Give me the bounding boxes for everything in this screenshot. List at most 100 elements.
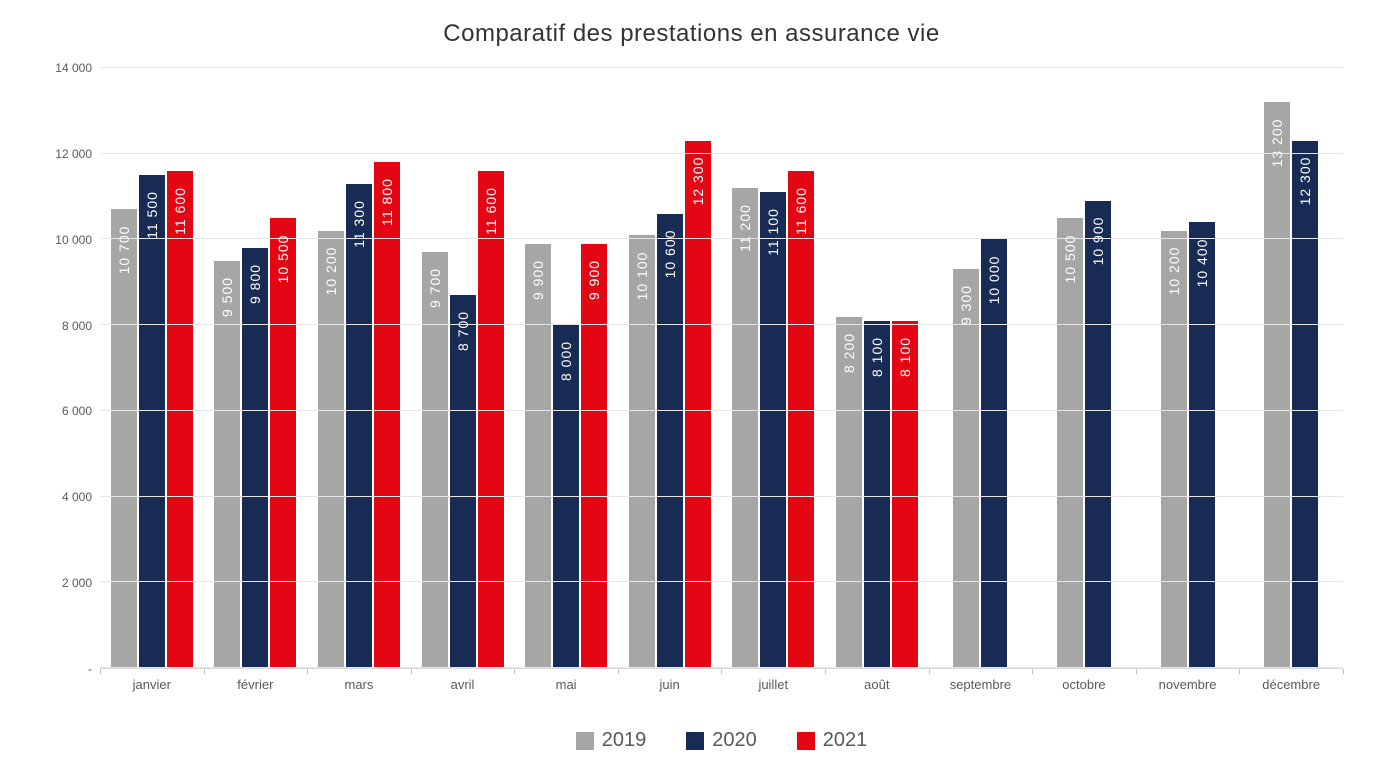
- bar: 11 200: [732, 188, 758, 668]
- bar: 8 700: [450, 295, 476, 668]
- x-axis: janvierfévriermarsavrilmaijuinjuilletaoû…: [100, 669, 1343, 699]
- x-tick-label: octobre: [1032, 677, 1136, 692]
- x-tick-label: septembre: [929, 677, 1033, 692]
- bar-value-label: 11 600: [793, 187, 809, 235]
- bar: 12 300: [1292, 141, 1318, 668]
- month-group: 9 700 8 700 11 600: [411, 68, 515, 668]
- month-group: 8 200 8 100 8 100: [825, 68, 929, 668]
- x-tick-mark: [514, 669, 515, 674]
- legend: 2019 2020 2021: [100, 729, 1343, 752]
- bar: 11 500: [139, 175, 165, 668]
- x-tick-mark: [721, 669, 722, 674]
- bar: 11 600: [478, 171, 504, 668]
- bar: 8 100: [892, 321, 918, 668]
- x-tick-mark: [204, 669, 205, 674]
- bar: 9 300: [953, 269, 979, 668]
- bar: 11 600: [788, 171, 814, 668]
- legend-item: 2020: [686, 729, 757, 752]
- x-tick-group: janvier: [100, 669, 204, 699]
- bar-value-label: 10 500: [275, 234, 291, 283]
- x-tick-group: mai: [514, 669, 618, 699]
- month-group: 11 200 11 100 11 600: [721, 68, 825, 668]
- gridline: [100, 324, 1343, 325]
- bar: 10 400: [1189, 222, 1215, 668]
- bar: 11 100: [760, 192, 786, 668]
- x-tick-mark: [411, 669, 412, 674]
- bar: 9 700: [422, 252, 448, 668]
- bar-value-label: 11 600: [172, 187, 188, 235]
- bar-value-label: 10 200: [323, 247, 339, 296]
- bar-value-label: 12 300: [690, 157, 706, 206]
- bar: 11 600: [167, 171, 193, 668]
- x-tick-label: août: [825, 677, 929, 692]
- x-tick-mark: [1343, 669, 1344, 674]
- bar-value-label: 10 100: [634, 251, 650, 300]
- legend-label: 2019: [602, 729, 647, 752]
- x-tick-mark: [825, 669, 826, 674]
- month-group: 9 9008 0009 900: [514, 68, 618, 668]
- chart-title: Comparatif des prestations en assurance …: [40, 20, 1343, 48]
- bar: 10 100: [629, 235, 655, 668]
- x-tick-mark: [307, 669, 308, 674]
- x-tick-group: août: [825, 669, 929, 699]
- bar: 10 700: [111, 209, 137, 668]
- month-group: 10 20010 400: [1136, 68, 1240, 668]
- bar-value-label: 9 300: [958, 285, 974, 325]
- month-group: 13 200 12 300: [1239, 68, 1343, 668]
- bar-value-label: 9 900: [530, 260, 546, 300]
- x-tick-label: janvier: [100, 677, 204, 692]
- legend-item: 2021: [797, 729, 868, 752]
- month-group: 9 300 10 000: [929, 68, 1033, 668]
- bar-value-label: 13 200: [1269, 118, 1285, 167]
- legend-swatch: [576, 732, 594, 750]
- bar-value-label: 11 200: [737, 204, 753, 252]
- bar: 11 300: [346, 184, 372, 668]
- bar: 13 200: [1264, 102, 1290, 668]
- bar: 10 200: [1161, 231, 1187, 668]
- bar: 8 000: [553, 325, 579, 668]
- y-tick-label: 4 000: [62, 490, 92, 504]
- bar-value-label: 10 000: [986, 256, 1002, 305]
- bar-value-label: 8 700: [455, 311, 471, 351]
- y-tick-label: 2 000: [62, 576, 92, 590]
- x-tick-group: novembre: [1136, 669, 1240, 699]
- x-tick-group: février: [204, 669, 308, 699]
- gridline: [100, 238, 1343, 239]
- bar: 10 600: [657, 214, 683, 668]
- bar: 10 500: [1057, 218, 1083, 668]
- legend-swatch: [686, 732, 704, 750]
- x-tick-mark: [1136, 669, 1137, 674]
- bar: 9 900: [525, 244, 551, 668]
- x-tick-group: décembre: [1239, 669, 1343, 699]
- x-tick-label: mars: [307, 677, 411, 692]
- y-tick-label: 6 000: [62, 404, 92, 418]
- bar-value-label: 8 000: [558, 341, 574, 381]
- x-tick-group: juillet: [721, 669, 825, 699]
- x-tick-group: octobre: [1032, 669, 1136, 699]
- bar-value-label: 11 300: [351, 200, 367, 248]
- bar-value-label: 9 500: [219, 277, 235, 317]
- legend-item: 2019: [576, 729, 647, 752]
- x-tick-group: avril: [411, 669, 515, 699]
- x-tick-label: mai: [514, 677, 618, 692]
- legend-label: 2021: [823, 729, 868, 752]
- bar-value-label: 8 200: [841, 333, 857, 373]
- x-tick-mark: [618, 669, 619, 674]
- bar: 8 200: [836, 317, 862, 668]
- gridline: [100, 581, 1343, 582]
- x-tick-mark: [929, 669, 930, 674]
- y-axis: -2 0004 0006 0008 00010 00012 00014 000: [40, 68, 100, 669]
- plot-area: 10 70011 500 11 600 9 500 9 800 10 500 10 200…: [100, 68, 1343, 669]
- month-group: 10 50010 900: [1032, 68, 1136, 668]
- month-group: 10 100 10 600 12 300: [618, 68, 722, 668]
- bar-value-label: 10 500: [1062, 234, 1078, 283]
- month-group: 10 70011 500 11 600: [100, 68, 204, 668]
- bar-value-label: 8 100: [869, 337, 885, 377]
- x-tick-label: avril: [411, 677, 515, 692]
- gridline: [100, 67, 1343, 68]
- gridline: [100, 153, 1343, 154]
- y-tick-label: 14 000: [55, 61, 92, 75]
- y-tick-label: -: [88, 662, 92, 676]
- bar-value-label: 9 800: [247, 264, 263, 304]
- x-tick-label: novembre: [1136, 677, 1240, 692]
